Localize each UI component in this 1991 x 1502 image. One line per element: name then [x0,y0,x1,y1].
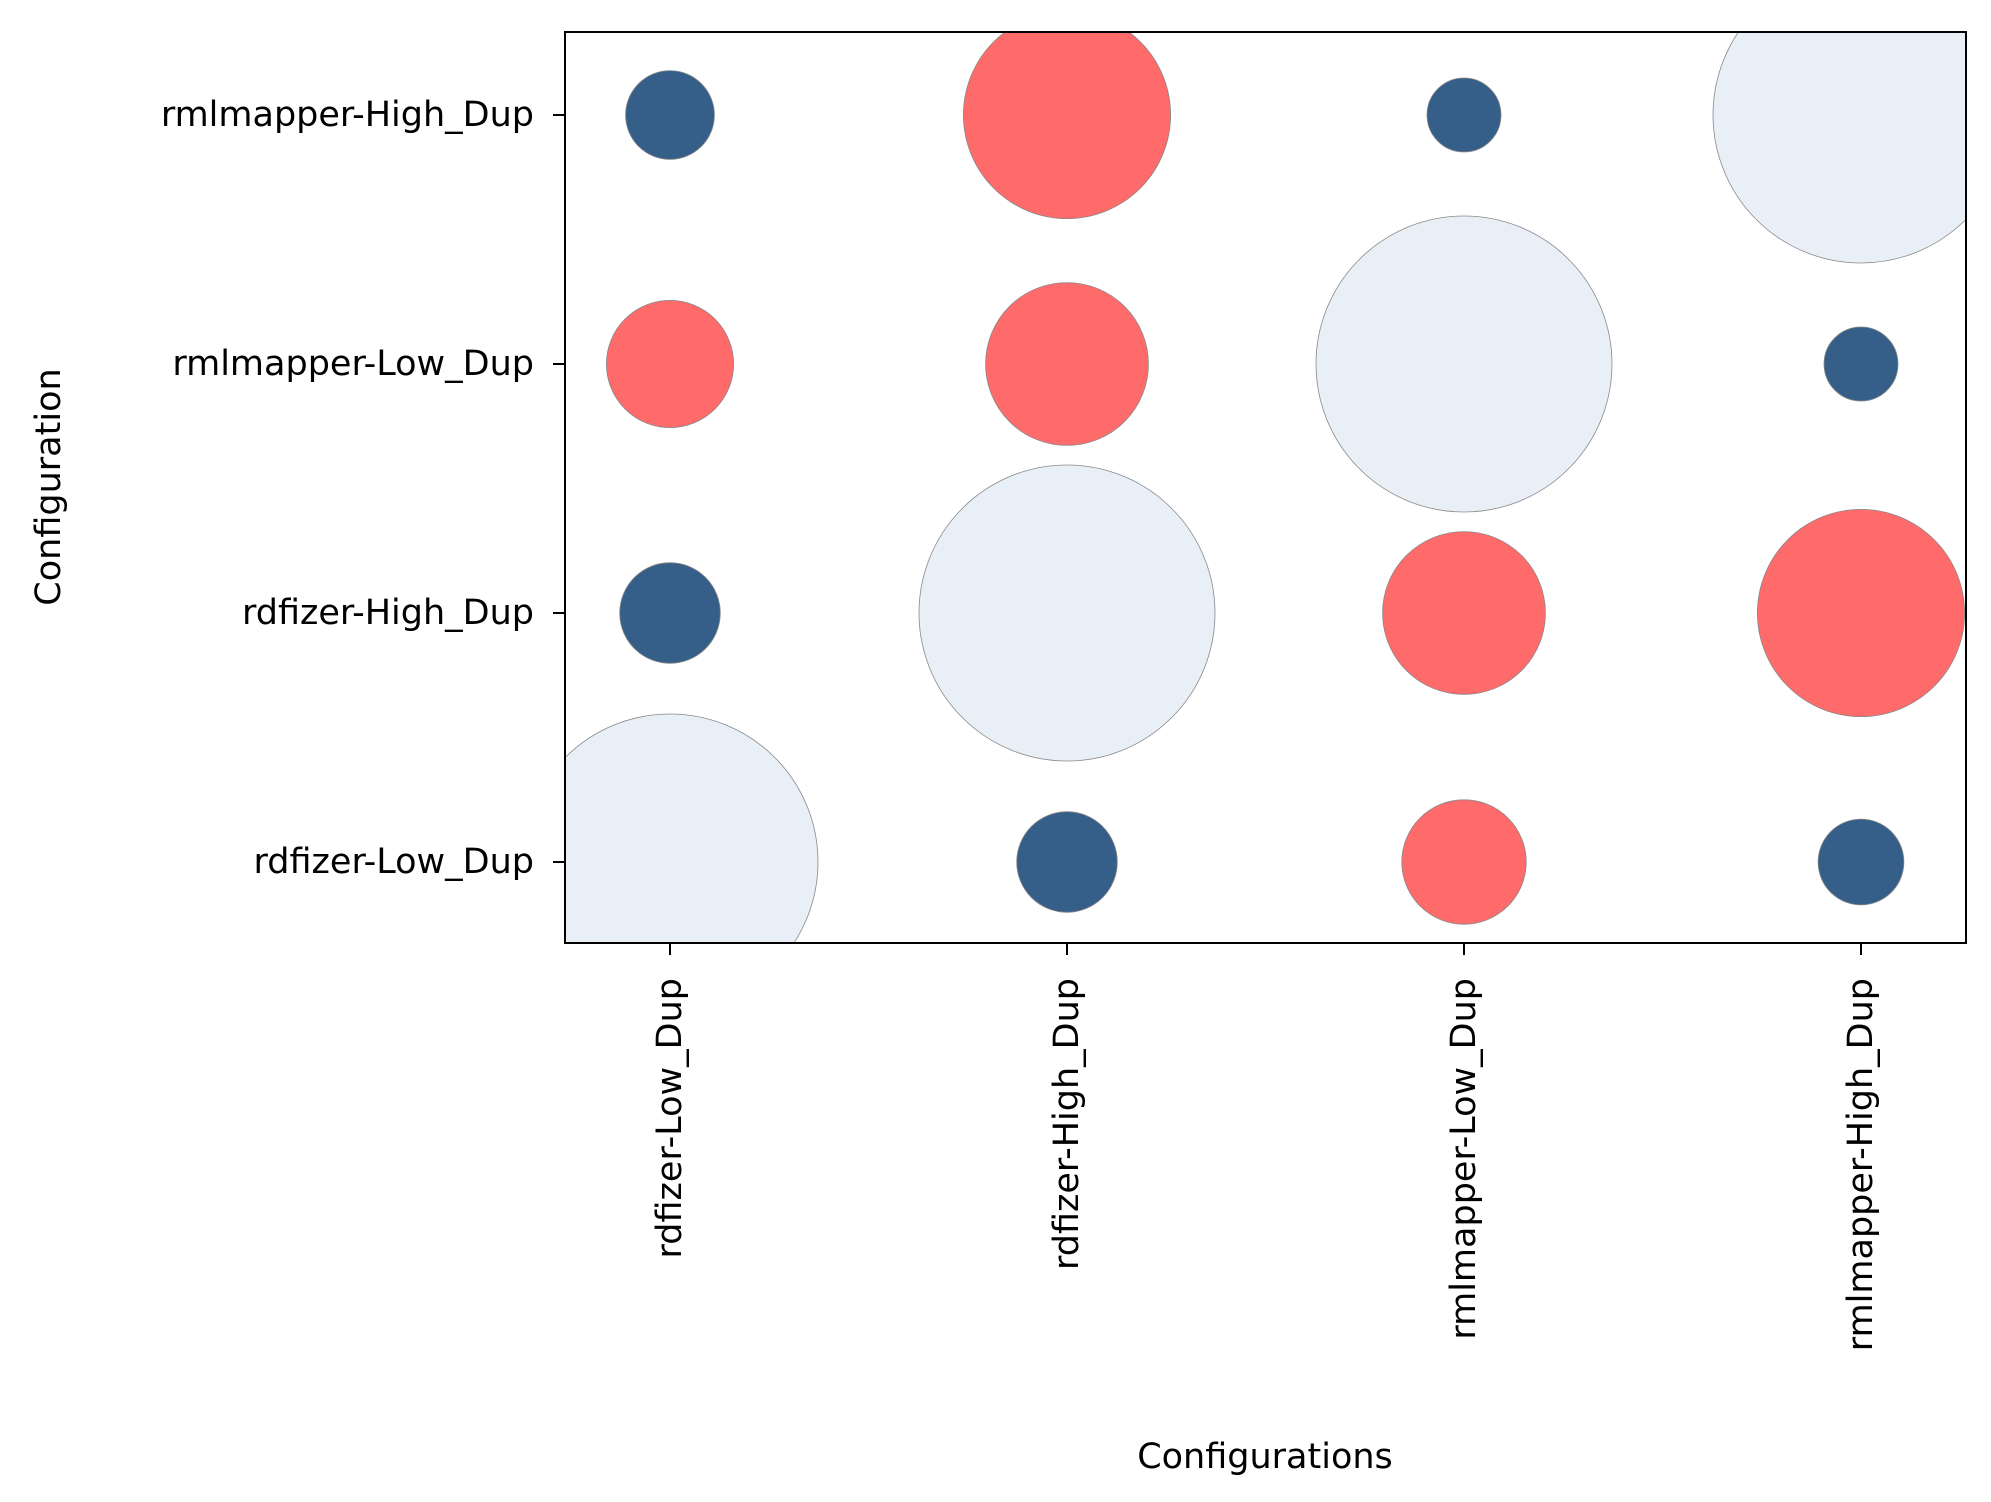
bubble-rmlmapper-High_Dup-vs-rdfizer-Low_Dup [625,70,715,160]
bubble-rdfizer-High_Dup-vs-rdfizer-Low_Dup [619,562,721,664]
x-tick-label: rmlmapper-Low_Dup [1444,978,1484,1340]
bubble-rmlmapper-Low_Dup-vs-rdfizer-Low_Dup [606,299,735,428]
y-axis-ticks: rdfizer-Low_Dup rdfizer-High_Dup rmlmapper… [161,95,565,882]
x-axis-label: Configurations [1137,1437,1393,1477]
bubble-rmlmapper-Low_Dup-vs-rmlmapper-High_Dup [1823,326,1899,402]
bubble-rdfizer-Low_Dup-vs-rdfizer-Low_Dup [565,713,819,943]
bubble-rmlmapper-Low_Dup-vs-rmlmapper-Low_Dup [1315,215,1613,513]
y-tick-label: rdfizer-High_Dup [242,593,534,633]
bubble-rmlmapper-High_Dup-vs-rdfizer-High_Dup [963,32,1171,219]
x-tick-label: rdfizer-Low_Dup [650,978,690,1259]
bubble-rdfizer-Low_Dup-vs-rmlmapper-High_Dup [1817,818,1905,906]
bubble-rdfizer-Low_Dup-vs-rdfizer-High_Dup [1016,811,1118,913]
bubble-rdfizer-High_Dup-vs-rmlmapper-High_Dup [1757,508,1966,717]
y-tick-label: rmlmapper-High_Dup [161,95,534,135]
bubble-rmlmapper-Low_Dup-vs-rdfizer-High_Dup [985,282,1149,446]
bubble-layer [565,32,1966,943]
x-axis-ticks: rdfizer-Low_Dup rdfizer-High_Dup rmlmapper… [650,943,1881,1351]
plot-frame [564,31,1967,944]
bubble-rdfizer-High_Dup-vs-rdfizer-High_Dup [918,464,1216,762]
bubble-rdfizer-High_Dup-vs-rmlmapper-Low_Dup [1382,531,1546,695]
bubble-rmlmapper-High_Dup-vs-rmlmapper-High_Dup [1712,32,1966,264]
y-tick-label: rmlmapper-Low_Dup [172,344,534,384]
x-tick-label: rmlmapper-High_Dup [1841,978,1881,1351]
x-tick-label: rdfizer-High_Dup [1047,978,1087,1270]
bubble-rdfizer-Low_Dup-vs-rmlmapper-Low_Dup [1401,799,1527,925]
y-tick-label: rdfizer-Low_Dup [254,842,535,882]
bubble-rmlmapper-High_Dup-vs-rmlmapper-Low_Dup [1426,77,1502,153]
y-axis-label: Configuration [29,368,69,605]
